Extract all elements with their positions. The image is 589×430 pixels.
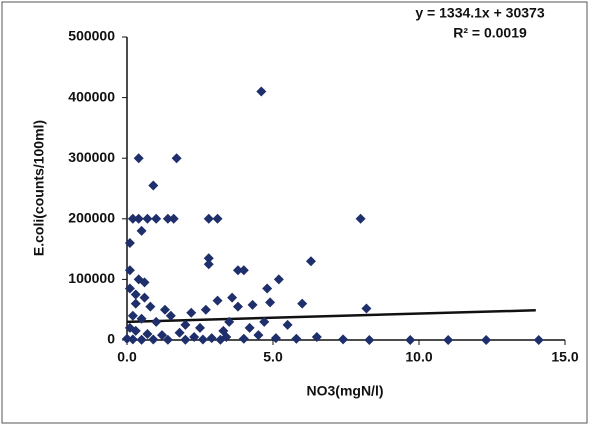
point: [189, 331, 200, 342]
point: [124, 283, 135, 294]
point: [481, 335, 492, 345]
point: [203, 253, 214, 264]
y-tick-label: 400000: [68, 88, 115, 104]
point: [305, 256, 316, 267]
point: [142, 213, 153, 224]
point: [168, 213, 179, 224]
point: [253, 330, 264, 341]
point: [148, 334, 159, 345]
point: [203, 259, 214, 270]
point: [151, 213, 162, 224]
point: [127, 310, 138, 321]
point: [180, 319, 191, 330]
point: [533, 335, 544, 345]
point: [364, 335, 375, 345]
point: [297, 298, 308, 309]
point: [122, 333, 132, 344]
point: [206, 333, 217, 344]
point: [151, 316, 162, 327]
point: [197, 334, 208, 345]
point: [259, 316, 270, 327]
point: [203, 213, 214, 224]
y-tick-label: 0: [107, 331, 115, 347]
point: [127, 213, 138, 224]
point: [174, 327, 185, 338]
point: [124, 238, 135, 249]
point: [256, 86, 267, 97]
point: [130, 325, 141, 336]
point: [291, 333, 302, 344]
point: [159, 304, 170, 315]
point: [130, 289, 141, 300]
point: [162, 334, 173, 345]
y-tick-label: 100000: [68, 270, 115, 286]
point: [212, 213, 223, 224]
point: [165, 310, 176, 321]
point: [145, 301, 156, 312]
r-squared-label: R² = 0.0019: [453, 25, 527, 41]
x-tick-label: 10.0: [405, 349, 432, 365]
point: [227, 292, 238, 303]
point: [338, 334, 349, 345]
point: [139, 292, 150, 303]
point: [212, 295, 223, 306]
y-tick-label: 300000: [68, 149, 115, 165]
point: [215, 334, 226, 345]
point: [148, 180, 159, 191]
x-tick-label: 15.0: [551, 349, 578, 365]
point: [136, 313, 147, 324]
point: [157, 330, 168, 341]
x-tick-label: 5.0: [263, 349, 283, 365]
x-axis-label: NO3(mgN/l): [307, 383, 384, 399]
point: [186, 307, 197, 318]
point: [244, 322, 255, 333]
point: [361, 303, 372, 314]
point: [282, 319, 293, 330]
point: [355, 213, 366, 224]
point: [247, 299, 258, 310]
x-tick-label: 0.0: [117, 349, 137, 365]
point: [127, 334, 138, 345]
point: [200, 304, 211, 315]
point: [130, 298, 141, 309]
y-tick-label: 500000: [68, 28, 115, 44]
point: [232, 301, 243, 312]
point: [273, 274, 284, 285]
point: [171, 153, 182, 164]
point: [265, 297, 276, 308]
point: [238, 333, 249, 344]
point: [405, 335, 416, 345]
point: [124, 265, 135, 276]
point: [270, 333, 281, 344]
point: [180, 334, 191, 345]
y-tick-label: 200000: [68, 210, 115, 226]
y-axis-label: E.coli(counts/100ml): [31, 120, 47, 256]
point: [136, 334, 147, 345]
point: [139, 277, 150, 288]
point: [133, 213, 144, 224]
point: [162, 213, 173, 224]
point: [443, 335, 454, 345]
point: [142, 328, 153, 339]
point: [232, 265, 243, 276]
point: [136, 225, 147, 236]
trendline: [126, 309, 536, 324]
point: [133, 153, 144, 164]
point: [224, 316, 235, 327]
equation-label: y = 1334.1x + 30373: [415, 5, 544, 21]
point: [262, 283, 273, 294]
point: [195, 322, 205, 333]
point: [311, 331, 322, 342]
point: [238, 265, 249, 276]
